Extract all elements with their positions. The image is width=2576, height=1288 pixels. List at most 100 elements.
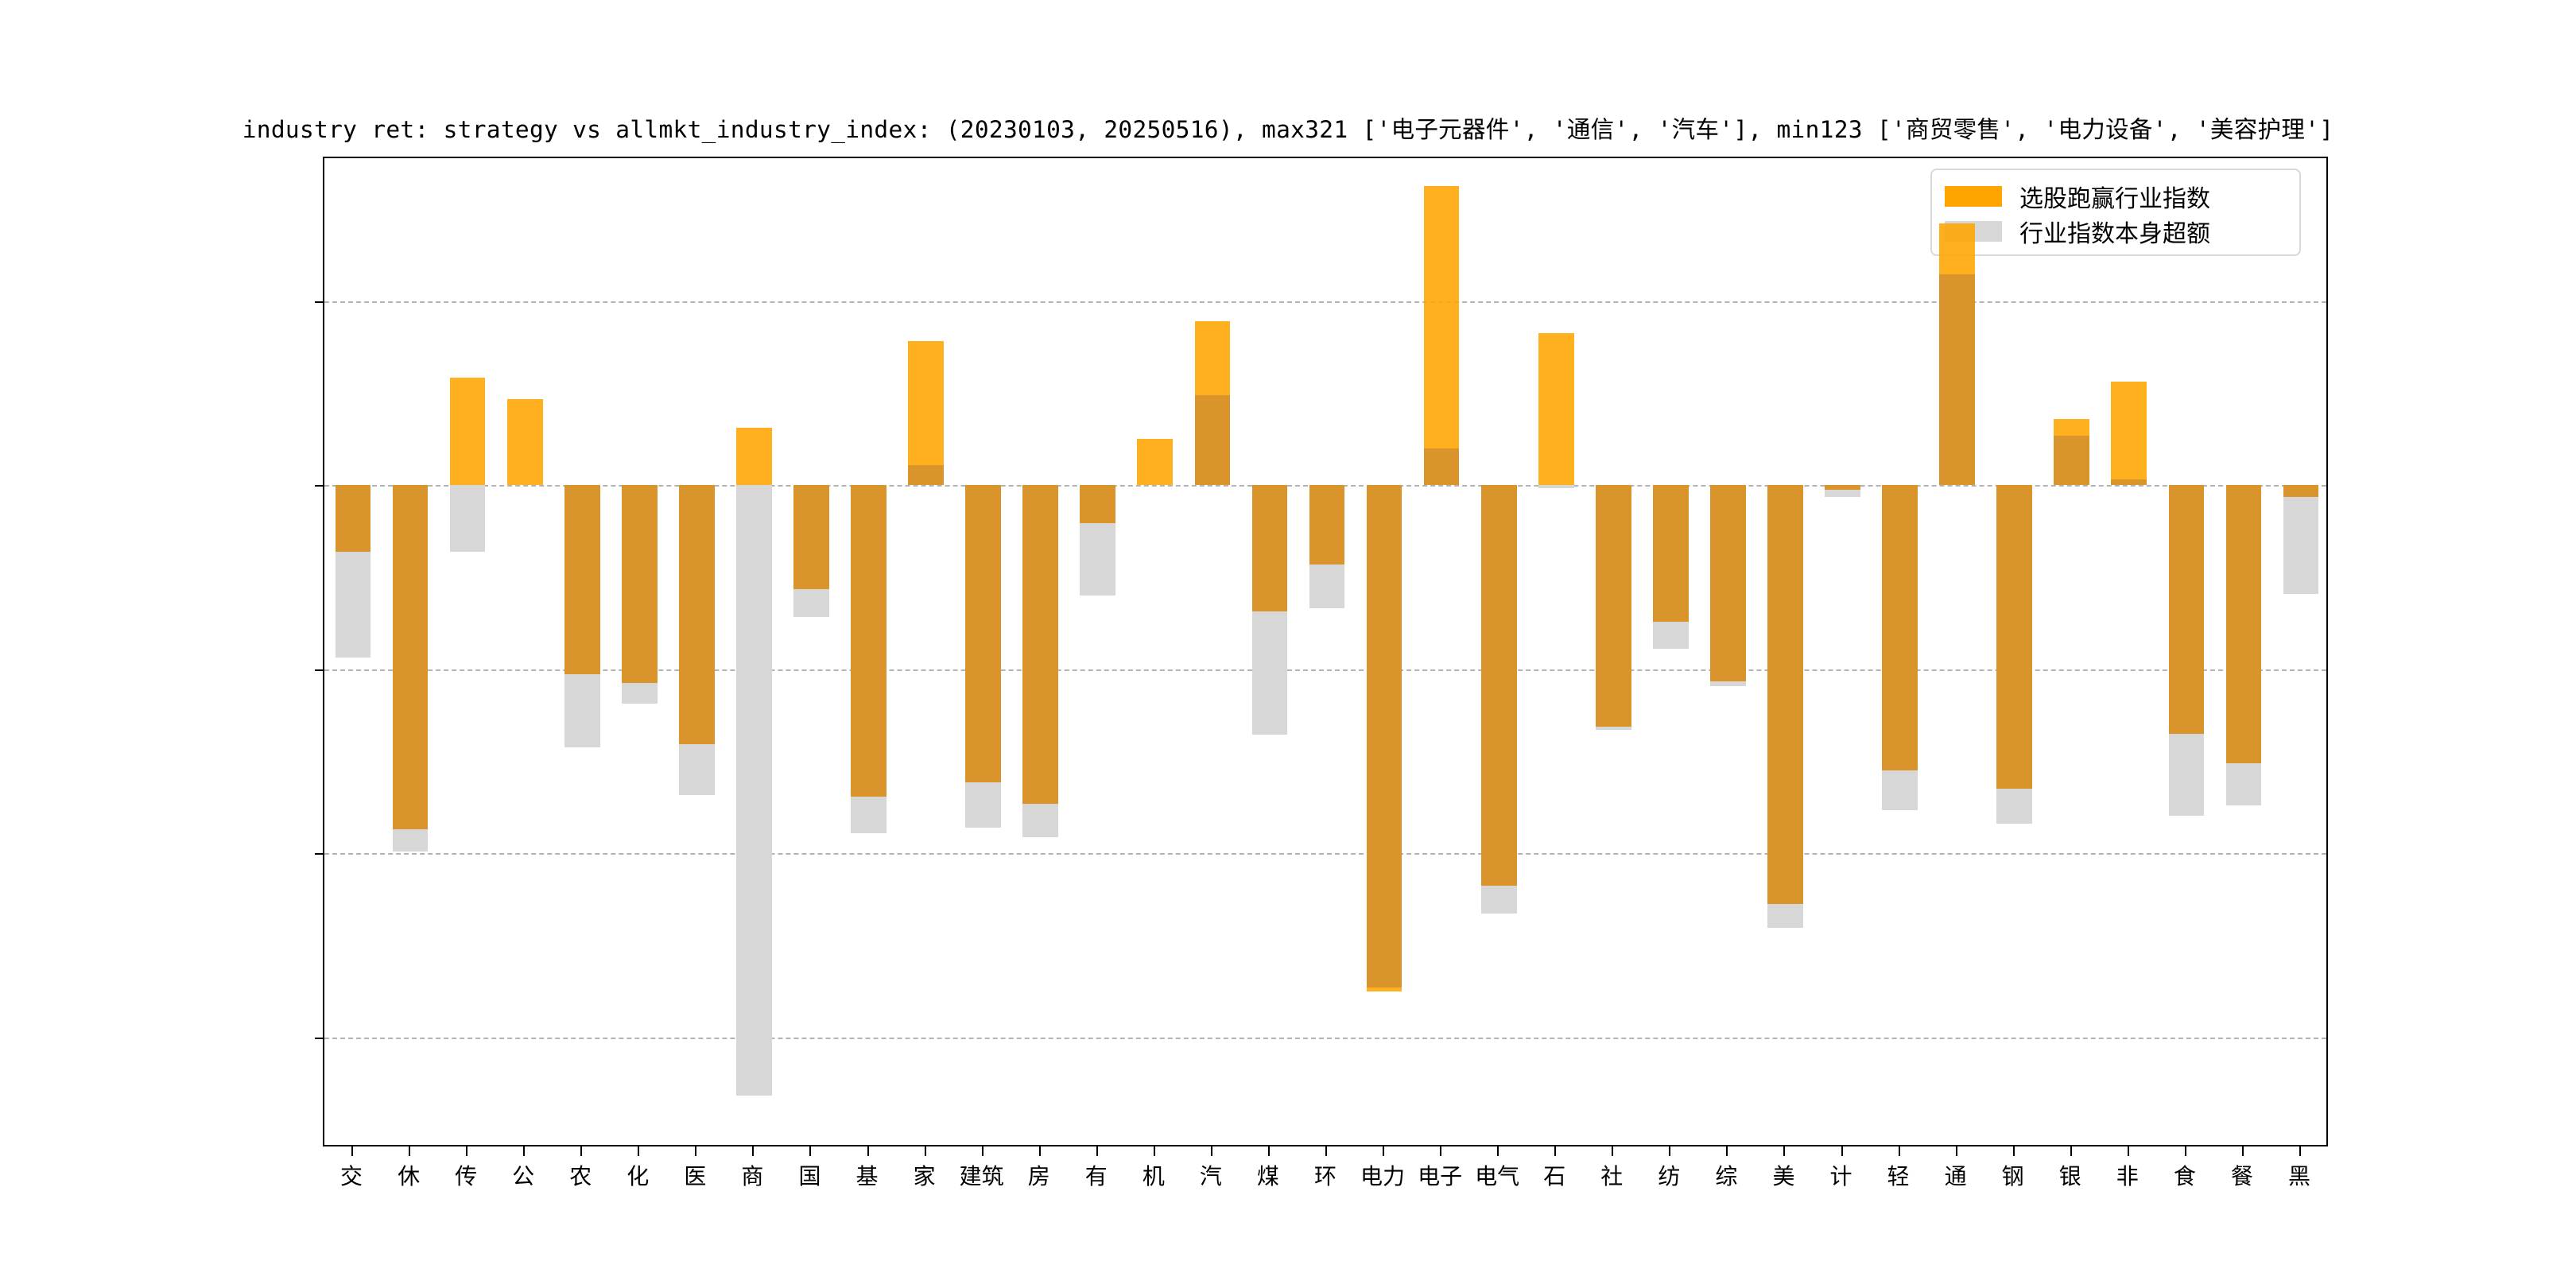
bar-group — [392, 158, 429, 1145]
bar-segment-overlap — [965, 485, 1001, 783]
bar-segment-strategy — [908, 341, 944, 486]
bar-group — [1939, 158, 1975, 1145]
bar-segment-strategy — [1538, 333, 1574, 486]
bar-segment-index-excess — [449, 485, 486, 552]
x-axis-tick — [1497, 1146, 1499, 1156]
bar-segment-overlap — [2168, 485, 2205, 734]
x-axis-label: 石 — [1543, 1163, 1566, 1189]
bar-group — [2168, 158, 2205, 1145]
x-axis-tick — [1726, 1146, 1728, 1156]
bar-segment-overlap — [793, 485, 829, 589]
x-axis-tick — [1669, 1146, 1671, 1156]
gridline — [324, 853, 2326, 855]
gridline — [324, 1038, 2326, 1040]
bar-segment-overlap — [1653, 485, 1689, 622]
x-axis-tick — [1153, 1146, 1155, 1156]
bar-segment-overlap — [335, 485, 371, 552]
bar-segment-overlap — [1423, 448, 1460, 486]
bar-group — [1767, 158, 1803, 1145]
bar-segment-strategy — [506, 399, 543, 486]
bar-group — [335, 158, 371, 1145]
bar-segment-index-excess — [1538, 485, 1574, 488]
gridline — [324, 301, 2326, 303]
x-axis-tick — [2070, 1146, 2072, 1156]
bar-segment-overlap — [1767, 485, 1803, 905]
x-axis-label: 黑 — [2287, 1163, 2310, 1189]
x-axis-label: 房 — [1027, 1163, 1050, 1189]
plot-frame — [315, 157, 2328, 1146]
bar-segment-overlap — [1825, 485, 1860, 490]
bar-segment-overlap — [2225, 485, 2262, 763]
bar-group — [1825, 158, 1860, 1145]
bar-segment-overlap — [1251, 485, 1288, 611]
x-axis-label: 商 — [741, 1163, 764, 1189]
x-axis-tick — [981, 1146, 983, 1156]
bar-segment-overlap — [1882, 485, 1918, 771]
x-axis-tick — [1096, 1146, 1098, 1156]
bar-group — [1366, 158, 1402, 1145]
x-axis-tick — [867, 1146, 869, 1156]
x-axis-tick — [695, 1146, 697, 1156]
bar-group — [1194, 158, 1231, 1145]
x-axis-label: 休 — [398, 1163, 421, 1189]
legend-label-index: 行业指数本身超额 — [2019, 220, 2210, 248]
bar-segment-overlap — [2054, 435, 2090, 486]
bar-segment-overlap — [2111, 479, 2147, 486]
x-axis-label: 钢 — [2001, 1163, 2024, 1189]
x-axis-tick — [409, 1146, 411, 1156]
legend-label-strategy: 选股跑赢行业指数 — [2019, 185, 2210, 213]
bar-segment-overlap — [1366, 485, 1402, 988]
bar-segment-overlap — [1595, 485, 1631, 727]
x-axis-label: 环 — [1313, 1163, 1337, 1189]
x-axis-label: 美 — [1772, 1163, 1795, 1189]
x-axis-label: 轻 — [1887, 1163, 1910, 1189]
x-axis-label: 综 — [1715, 1163, 1738, 1189]
bar-group — [1538, 158, 1574, 1145]
x-axis-tick — [1325, 1146, 1327, 1156]
x-axis-tick — [924, 1146, 926, 1156]
x-axis-tick — [2012, 1146, 2015, 1156]
x-axis-tick — [1383, 1146, 1385, 1156]
x-axis-label: 化 — [627, 1163, 650, 1189]
bar-segment-strategy — [2111, 382, 2147, 486]
bar-group — [1080, 158, 1116, 1145]
x-axis-tick — [1783, 1146, 1786, 1156]
x-axis-label: 汽 — [1199, 1163, 1222, 1189]
x-axis-tick — [638, 1146, 640, 1156]
bar-group — [1710, 158, 1746, 1145]
bar-segment-index-excess — [2283, 485, 2319, 594]
x-axis-label: 传 — [455, 1163, 478, 1189]
bar-group — [679, 158, 715, 1145]
bar-group — [1996, 158, 2033, 1145]
bar-group — [1022, 158, 1059, 1145]
bar-group — [1480, 158, 1517, 1145]
bar-segment-overlap — [908, 464, 944, 486]
bar-group — [1423, 158, 1460, 1145]
bar-segment-overlap — [1022, 485, 1059, 804]
x-axis-tick — [2127, 1146, 2129, 1156]
y-axis-tick — [315, 485, 324, 487]
x-axis-tick — [523, 1146, 526, 1156]
chart-legend: 选股跑赢行业指数 行业指数本身超额 — [1930, 169, 2301, 256]
x-axis-label: 食 — [2173, 1163, 2196, 1189]
bar-segment-overlap — [2283, 485, 2319, 498]
x-axis-label: 非 — [2116, 1163, 2139, 1189]
x-axis-label: 公 — [512, 1163, 535, 1189]
x-axis-tick — [1612, 1146, 1614, 1156]
x-axis-tick — [752, 1146, 755, 1156]
x-axis-tick — [1038, 1146, 1041, 1156]
x-axis-tick — [1554, 1146, 1557, 1156]
x-axis-label: 电气 — [1475, 1163, 1520, 1189]
x-axis-tick — [1440, 1146, 1442, 1156]
bar-segment-overlap — [851, 485, 886, 797]
x-axis-tick — [351, 1146, 354, 1156]
bar-group — [2111, 158, 2147, 1145]
x-axis-label: 社 — [1600, 1163, 1624, 1189]
x-axis-tick — [2241, 1146, 2244, 1156]
x-axis-tick — [1955, 1146, 1957, 1156]
legend-swatch-orange — [1945, 186, 2002, 207]
bar-group — [851, 158, 886, 1145]
x-axis-label: 电力 — [1360, 1163, 1406, 1189]
x-axis-tick — [1841, 1146, 1843, 1156]
bar-group — [1309, 158, 1345, 1145]
